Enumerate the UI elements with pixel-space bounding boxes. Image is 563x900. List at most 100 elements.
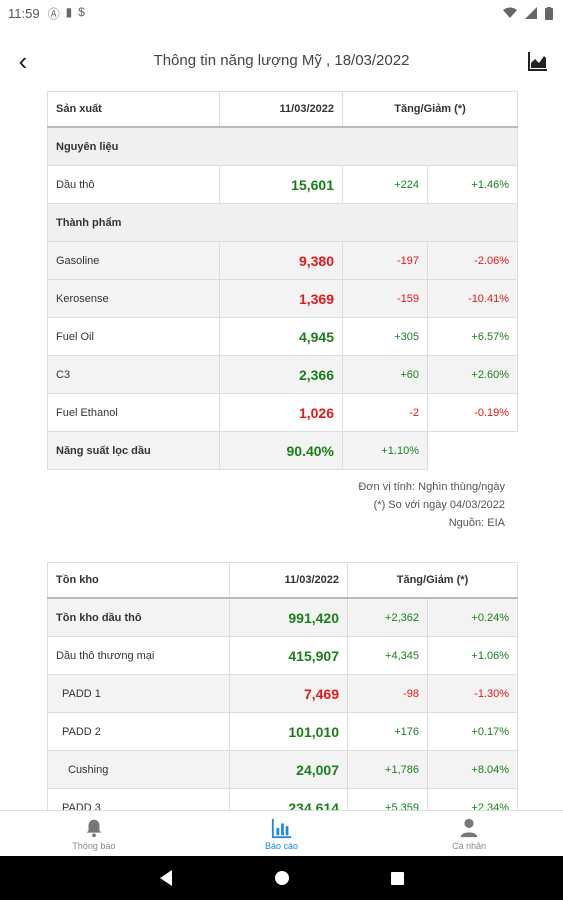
row-percent: -2.06% [426,241,519,280]
table-header: Tồn kho 11/03/2022 Tăng/Giảm (*) [47,562,519,599]
row-percent: +1.06% [426,636,519,675]
system-back-icon[interactable] [158,869,174,887]
row-change: -98 [347,674,428,713]
system-recents-icon[interactable] [390,871,405,886]
bell-icon [86,819,102,838]
nav-report-label: Báo cáo [264,841,299,851]
table-row: Tồn kho dầu thô 991,420 +2,362 +0.24% [47,597,519,637]
table-row: Fuel Ethanol 1,026 -2 -0.19% [47,393,519,432]
row-value: 90.40% [219,431,343,470]
row-value: 4,945 [219,317,343,356]
row-label: Năng suất lọc dầu [47,431,220,470]
system-home-icon[interactable] [274,870,290,886]
row-percent: +0.17% [426,712,519,751]
person-icon [460,818,478,838]
header-change: Tăng/Giảm (*) [341,91,519,128]
table-row: Cushing 24,007 +1,786 +8.04% [47,750,519,789]
nav-personal-label: Cá nhân [452,841,487,851]
row-value: 2,366 [219,355,343,394]
row-value: 1,026 [219,393,343,432]
table-row: Dầu thô 15,601 +224 +1.46% [47,165,519,204]
row-label: PADD 1 [47,674,230,713]
dollar-icon: $ [78,4,85,19]
status-bar: 11:59 Ⓐ ▮ $ [0,0,563,26]
app-bar: ‹ Thông tin năng lượng Mỹ , 18/03/2022 [0,38,563,84]
row-label: Cushing [47,750,230,789]
system-navigation-bar [0,856,563,900]
sd-card-icon: ▮ [65,4,73,19]
row-percent: +8.04% [426,750,519,789]
bar-chart-icon [271,818,291,839]
row-value: 991,420 [229,597,348,637]
table-row: PADD 2 101,010 +176 +0.17% [47,712,519,751]
table-notes: Đơn vị tính: Nghìn thùng/ngày (*) So với… [358,478,505,532]
production-table: Sản xuất 11/03/2022 Tăng/Giảm (*) Nguyên… [46,91,519,470]
row-change: -2 [342,393,428,432]
header-change: Tăng/Giảm (*) [346,562,519,599]
row-change: +60 [342,355,428,394]
row-label: Fuel Ethanol [47,393,220,432]
row-percent: +0.24% [426,597,519,637]
table-row: Năng suất lọc dầu 90.40% +1.10% [47,431,518,470]
row-change: +176 [347,712,428,751]
nav-personal[interactable]: Cá nhân [375,811,563,857]
wifi-icon [503,7,517,18]
row-label: Tồn kho dầu thô [47,597,230,637]
row-value: 9,380 [219,241,343,280]
row-label: Dầu thô [47,165,220,204]
row-percent: -10.41% [426,279,519,318]
table-row: Gasoline 9,380 -197 -2.06% [47,241,519,280]
signal-icon [525,7,537,19]
row-change: -159 [342,279,428,318]
row-percent: +6.57% [426,317,519,356]
status-time: 11:59 [8,5,40,21]
row-label: PADD 2 [47,712,230,751]
row-label: Dầu thô thương mại [47,636,230,675]
header-date: 11/03/2022 [229,562,348,599]
row-change: +4,345 [347,636,428,675]
battery-icon [545,6,553,20]
group-row: Nguyên liệu [46,126,519,166]
row-change: +224 [342,165,428,204]
table-row: C3 2,366 +60 +2.60% [47,355,519,394]
row-percent: -1.30% [426,674,519,713]
row-value: 415,907 [229,636,348,675]
row-change: +1,786 [347,750,428,789]
row-label: Gasoline [47,241,220,280]
row-change: +305 [342,317,428,356]
row-value: 24,007 [229,750,348,789]
row-value: 1,369 [219,279,343,318]
table-row: Dầu thô thương mại 415,907 +4,345 +1.06% [47,636,519,675]
group-finished-label: Thành phẩm [46,203,519,242]
row-change: -197 [342,241,428,280]
nav-notify-label: Thông báo [72,841,116,851]
row-percent: +2.60% [426,355,519,394]
header-inventory: Tồn kho [47,562,230,599]
row-value: 15,601 [219,165,343,204]
row-label: Kerosense [47,279,220,318]
chart-icon[interactable] [527,50,549,72]
row-value: 101,010 [229,712,348,751]
nav-notify[interactable]: Thông báo [0,811,188,857]
page-title: Thông tin năng lượng Mỹ , 18/03/2022 [153,52,410,69]
inventory-table: Tồn kho 11/03/2022 Tăng/Giảm (*) Tồn kho… [47,562,519,827]
row-label: Fuel Oil [47,317,220,356]
header-production: Sản xuất [47,91,220,128]
group-raw-label: Nguyên liệu [46,126,519,166]
table-row: PADD 1 7,469 -98 -1.30% [47,674,519,713]
table-row: Fuel Oil 4,945 +305 +6.57% [47,317,519,356]
row-percent: +1.46% [426,165,519,204]
row-value: 7,469 [229,674,348,713]
table-header: Sản xuất 11/03/2022 Tăng/Giảm (*) [47,91,519,128]
table-row: Kerosense 1,369 -159 -10.41% [47,279,519,318]
compare-note: (*) So với ngày 04/03/2022 [373,499,505,511]
row-change: +1.10% [342,431,428,470]
back-arrow-icon[interactable]: ‹ [18,46,28,76]
row-label: C3 [47,355,220,394]
group-row: Thành phẩm [46,203,519,242]
nav-report[interactable]: Báo cáo [188,811,376,857]
notification-a-icon: Ⓐ [47,6,60,21]
row-change: +2,362 [347,597,428,637]
row-percent: -0.19% [426,393,519,432]
header-date: 11/03/2022 [219,91,343,128]
